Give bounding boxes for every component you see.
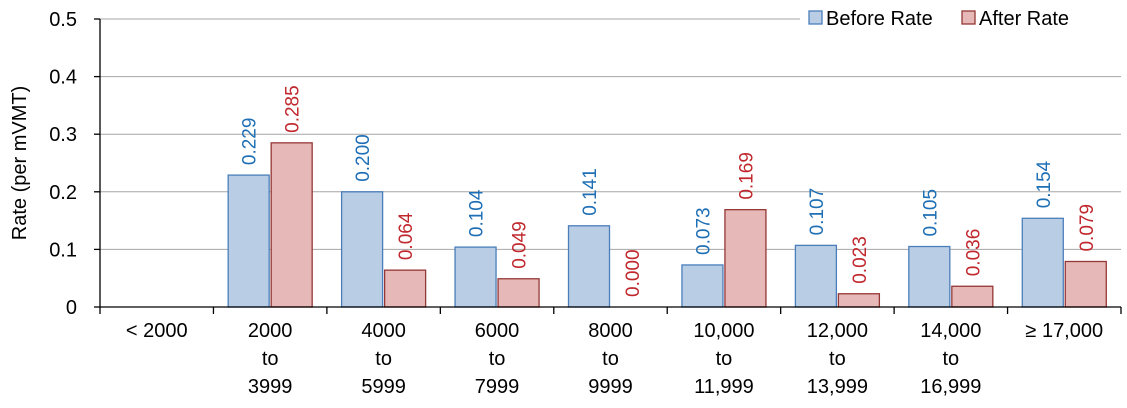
data-labels: 0.229 0.200 0.104 0.141 0.073 0.107 0.105 0.154… — [240, 85, 1098, 297]
x-category-label: 10,000 to 11,999 — [693, 320, 754, 398]
x-category-label: 14,000 to 16,999 — [920, 320, 981, 398]
data-label-before: 0.105 — [920, 189, 941, 237]
data-label-before: 0.104 — [467, 189, 488, 237]
x-category-label: 12,000 to 13,999 — [807, 320, 868, 398]
bar-after — [837, 293, 881, 308]
legend-swatch-after — [961, 10, 976, 25]
gridlines — [100, 18, 1121, 250]
y-tick-label: 0.4 — [49, 67, 77, 89]
y-tick-label: 0.2 — [49, 182, 77, 204]
data-label-before: 0.200 — [353, 134, 374, 182]
bar-before — [681, 264, 724, 308]
data-label-after: 0.079 — [1077, 204, 1098, 252]
bar-after — [497, 278, 540, 308]
x-category-label: ≥ 17,000 — [1025, 320, 1103, 342]
bar-after — [1064, 260, 1107, 308]
bar-before — [908, 245, 951, 308]
bar-before — [567, 225, 611, 308]
bars — [227, 142, 1107, 308]
x-category-labels: < 2000 2000 to 3999 4000 to 5999 6000 to 7999 8000… — [126, 320, 1103, 398]
y-tick-label: 0.5 — [49, 9, 77, 31]
bar-before — [794, 244, 838, 308]
x-category-label: 4000 to 5999 — [361, 320, 406, 398]
data-label-after: 0.169 — [736, 152, 757, 200]
data-label-before: 0.229 — [240, 118, 261, 166]
x-category-label: < 2000 — [126, 320, 188, 342]
data-label-after: 0.285 — [283, 85, 304, 133]
legend-swatch-before — [808, 10, 823, 25]
y-tick-label: 0.1 — [49, 239, 77, 261]
y-tick-label: 0 — [66, 297, 77, 319]
bar-after — [270, 142, 313, 308]
data-label-after: 0.064 — [396, 212, 417, 260]
data-label-before: 0.141 — [580, 168, 601, 216]
bar-before — [454, 246, 497, 308]
y-axis-label: Rate (per mVMT) — [9, 86, 31, 240]
x-category-label: 8000 to 9999 — [588, 320, 633, 398]
bar-after — [724, 209, 767, 308]
bar-before — [227, 174, 270, 308]
data-label-before: 0.154 — [1034, 160, 1055, 208]
bar-after — [383, 269, 427, 308]
legend: Before Rate After Rate — [800, 0, 1127, 38]
data-label-before: 0.073 — [693, 207, 714, 255]
legend-label-before: Before Rate — [826, 8, 933, 30]
data-label-after: 0.036 — [963, 229, 984, 277]
axes — [94, 18, 1122, 314]
bar-after — [951, 285, 994, 308]
x-category-label: 6000 to 7999 — [475, 320, 520, 398]
data-label-before: 0.107 — [807, 188, 828, 236]
bar-before — [340, 191, 384, 308]
legend-label-after: After Rate — [979, 8, 1069, 30]
y-tick-label: 0.3 — [49, 124, 77, 146]
y-tick-labels: 0 0.1 0.2 0.3 0.4 0.5 — [49, 9, 77, 319]
data-label-after: 0.049 — [510, 221, 531, 269]
data-label-after: 0.000 — [623, 249, 644, 297]
bar-before — [1021, 217, 1064, 308]
x-category-label: 2000 to 3999 — [248, 320, 293, 398]
data-label-after: 0.023 — [850, 236, 871, 284]
